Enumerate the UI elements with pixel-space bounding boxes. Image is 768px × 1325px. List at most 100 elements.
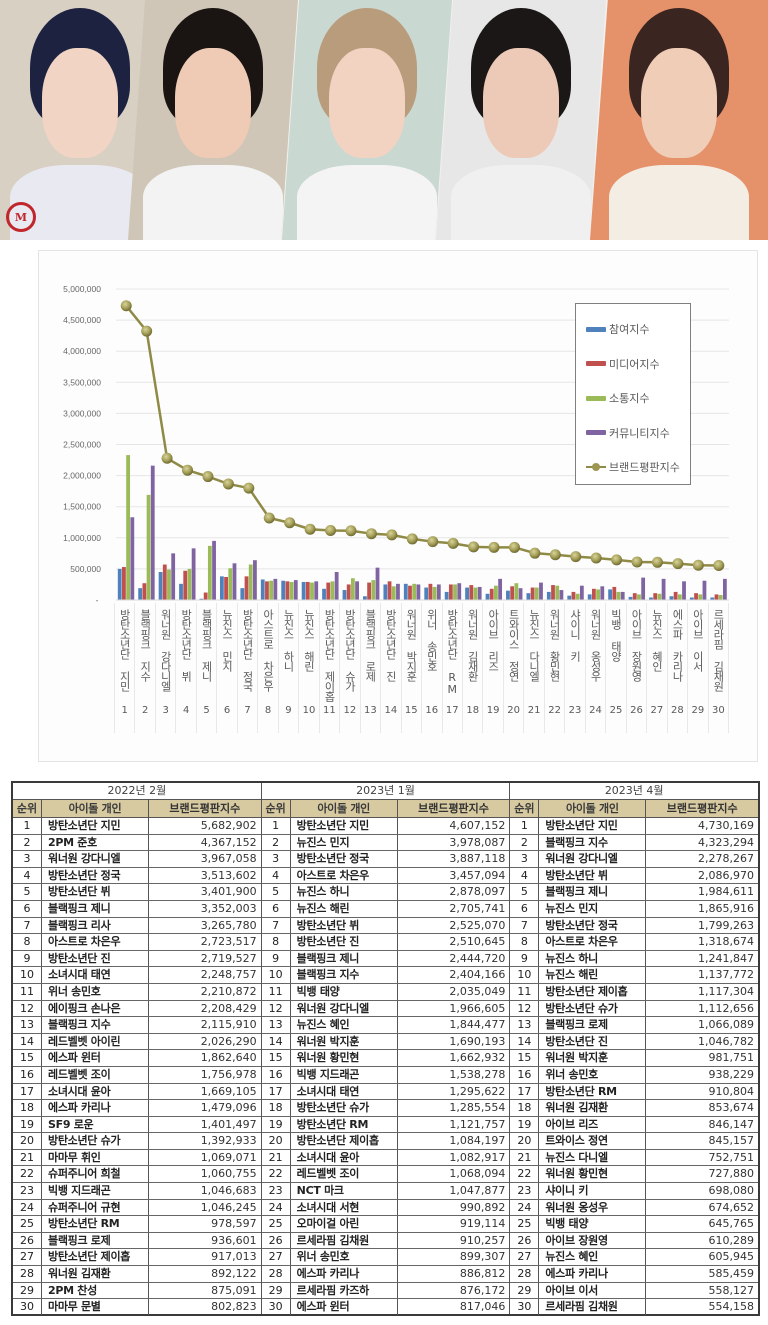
bar-3 <box>350 578 355 600</box>
x-category: 워너원 김재환 18 <box>461 603 482 733</box>
score-cell: 3,978,087 <box>449 835 506 849</box>
name-cell: 르세라핌 김채원 <box>291 1232 398 1249</box>
table-row: 15 에스파 윈터 1,862,640 <box>13 1050 261 1067</box>
table-row: 24 워너원 옹성우 674,652 <box>510 1199 759 1217</box>
bar-1 <box>179 583 183 600</box>
line-marker <box>651 556 663 568</box>
rank-cell: 29 <box>510 1282 540 1299</box>
rank-cell: 10 <box>13 967 42 983</box>
bar-3 <box>146 494 151 600</box>
score-cell: 727,880 <box>708 1167 755 1181</box>
name-cell: 오마이걸 아린 <box>291 1216 398 1232</box>
bar-4 <box>682 581 686 600</box>
bar-2 <box>183 570 188 600</box>
x-category-number: 17 <box>445 705 459 716</box>
rank-cell: 5 <box>13 884 42 900</box>
chart-legend: 참여지수 미디어지수 소통지수 커뮤니티지수 브랜드평판지수 <box>575 303 691 485</box>
rank-cell: 27 <box>510 1249 540 1266</box>
bar-1 <box>342 590 347 600</box>
bar-4 <box>722 578 727 600</box>
x-category: 워너원 황민현 22 <box>543 603 564 733</box>
rank-cell: 7 <box>13 917 42 934</box>
bar-2 <box>571 591 576 600</box>
score-cell: 4,730,169 <box>698 819 755 832</box>
score-cell: 2,525,070 <box>449 918 506 932</box>
bar-1 <box>710 597 715 600</box>
photo-shirt <box>451 165 591 240</box>
table-row: 1 방탄소년단 지민 4,730,169 <box>510 818 759 835</box>
table-row: 5 방탄소년단 뷔 3,401,900 <box>13 884 261 901</box>
x-category-name: 방탄소년단 제이홉 <box>322 609 336 701</box>
name-cell: 방탄소년단 RM <box>42 1216 149 1232</box>
bar-3 <box>575 593 580 600</box>
score-cell: 910,804 <box>708 1084 755 1098</box>
score-cell: 1,862,640 <box>200 1051 257 1065</box>
legend-item: 브랜드평판지수 <box>586 450 690 485</box>
bar-4 <box>355 581 359 600</box>
line-marker <box>406 533 418 545</box>
line-marker <box>325 525 337 537</box>
rank-cell: 8 <box>262 934 291 950</box>
bar-4 <box>171 553 176 600</box>
rank-cell: 25 <box>262 1216 291 1232</box>
name-cell: 워너원 강다니엘 <box>291 1000 398 1017</box>
bar-1 <box>444 591 449 600</box>
rank-cell: 11 <box>510 983 540 1000</box>
name-cell: 슈퍼주니어 규현 <box>42 1199 149 1216</box>
x-category-name: 뉴진스 다니엘 <box>527 609 541 681</box>
bar-2 <box>265 581 269 600</box>
bar-1 <box>322 588 326 600</box>
name-cell: 에이핑크 손나은 <box>42 1000 149 1017</box>
x-category: 뉴진스 혜인 27 <box>646 603 666 733</box>
table-row: 17 소녀시대 윤아 1,669,105 <box>13 1083 261 1101</box>
y-tick-label: 3,500,000 <box>63 377 101 387</box>
table-period-title: 2022년 2월 <box>13 783 261 800</box>
bar-3 <box>637 594 641 600</box>
rank-cell: 5 <box>262 884 291 900</box>
bar-3 <box>698 594 703 600</box>
line-marker <box>549 549 561 561</box>
table-row: 1 방탄소년단 지민 5,682,902 <box>13 818 261 835</box>
name-cell: 아스트로 차은우 <box>42 934 149 950</box>
bar-3 <box>657 593 662 600</box>
table-row: 22 레드벨벳 조이 1,068,094 <box>261 1166 510 1184</box>
bar-1 <box>689 597 694 600</box>
score-cell: 4,367,152 <box>200 835 257 849</box>
table-row: 13 블랙핑크 로제 1,066,089 <box>510 1017 759 1034</box>
bar-2 <box>305 581 310 600</box>
score-cell: 917,013 <box>211 1250 257 1264</box>
bar-2 <box>448 584 453 600</box>
x-category-number: 20 <box>507 705 520 716</box>
photo-face <box>483 48 559 158</box>
table-row: 1 방탄소년단 지민 4,607,152 <box>261 818 510 835</box>
legend-label: 브랜드평판지수 <box>609 461 680 475</box>
header-score: 브랜드평판지수 <box>418 802 489 815</box>
x-category: 아스트로 차은우 8 <box>257 603 277 733</box>
ranking-table: 2022년 2월 순위 아이돌 개인 브랜드평판지수 1 방탄소년단 지민 5,682,90… <box>13 783 261 1316</box>
x-category-number: 23 <box>568 705 582 716</box>
bar-4 <box>600 586 605 600</box>
x-category-number: 22 <box>548 705 561 716</box>
name-cell: 워너원 황민현 <box>291 1050 398 1066</box>
photo-shirt <box>10 165 150 240</box>
bar-3 <box>473 587 478 600</box>
rank-cell: 27 <box>13 1249 42 1266</box>
table-row: 25 빅뱅 태양 645,765 <box>510 1216 759 1233</box>
score-cell: 990,892 <box>459 1200 506 1214</box>
x-category-name: 방탄소년단 뷔 <box>179 609 193 681</box>
table-row: 26 아이브 장원영 610,289 <box>510 1232 759 1250</box>
bar-4 <box>293 580 298 600</box>
x-category: 방탄소년단 정국 7 <box>236 603 257 733</box>
header-name: 아이돌 개인 <box>291 800 398 817</box>
score-cell: 610,289 <box>708 1233 755 1247</box>
name-cell: 에스파 카리나 <box>539 1266 647 1282</box>
score-cell: 899,307 <box>459 1250 506 1264</box>
rank-cell: 24 <box>510 1199 540 1216</box>
rank-cell: 15 <box>13 1050 42 1066</box>
table-row: 9 방탄소년단 진 2,719,527 <box>13 950 261 968</box>
bar-1 <box>138 588 143 600</box>
x-category-name: 워너원 황민현 <box>548 609 562 681</box>
table-row: 11 위너 송민호 2,210,872 <box>13 983 261 1001</box>
bar-4 <box>273 578 278 600</box>
bar-4 <box>416 584 421 600</box>
